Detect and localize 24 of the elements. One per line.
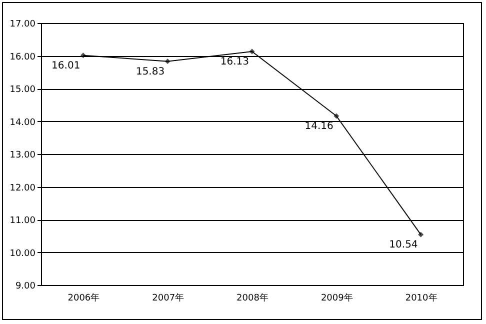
y-tick-label: 13.00	[10, 150, 36, 160]
x-tick-label: 2006年	[68, 292, 100, 304]
y-tick-label: 11.00	[10, 216, 36, 226]
point	[80, 52, 86, 58]
y-tick-label: 16.00	[10, 52, 36, 62]
y-tick-label: 14.00	[10, 118, 36, 128]
data-label: 10.54	[389, 240, 418, 251]
y-tick-label: 12.00	[10, 183, 36, 194]
x-tick-label: 2008年	[236, 292, 268, 304]
point	[418, 232, 424, 238]
data-label: 16.13	[220, 56, 249, 68]
point	[249, 48, 255, 54]
x-tick-label: 2010年	[405, 292, 438, 304]
x-tick-label: 2009年	[320, 292, 353, 304]
data-label: 14.16	[304, 121, 334, 132]
y-tick-label: 10.00	[10, 248, 36, 259]
y-tick-label: 15.00	[10, 85, 36, 95]
y-tick-label: 17.00	[10, 20, 36, 30]
y-tick-label: 9.00	[15, 282, 36, 292]
point	[334, 113, 340, 119]
point	[164, 58, 170, 64]
data-label: 15.83	[136, 66, 165, 78]
x-tick-label: 2007年	[152, 292, 184, 304]
data-label: 16.01	[52, 60, 80, 72]
